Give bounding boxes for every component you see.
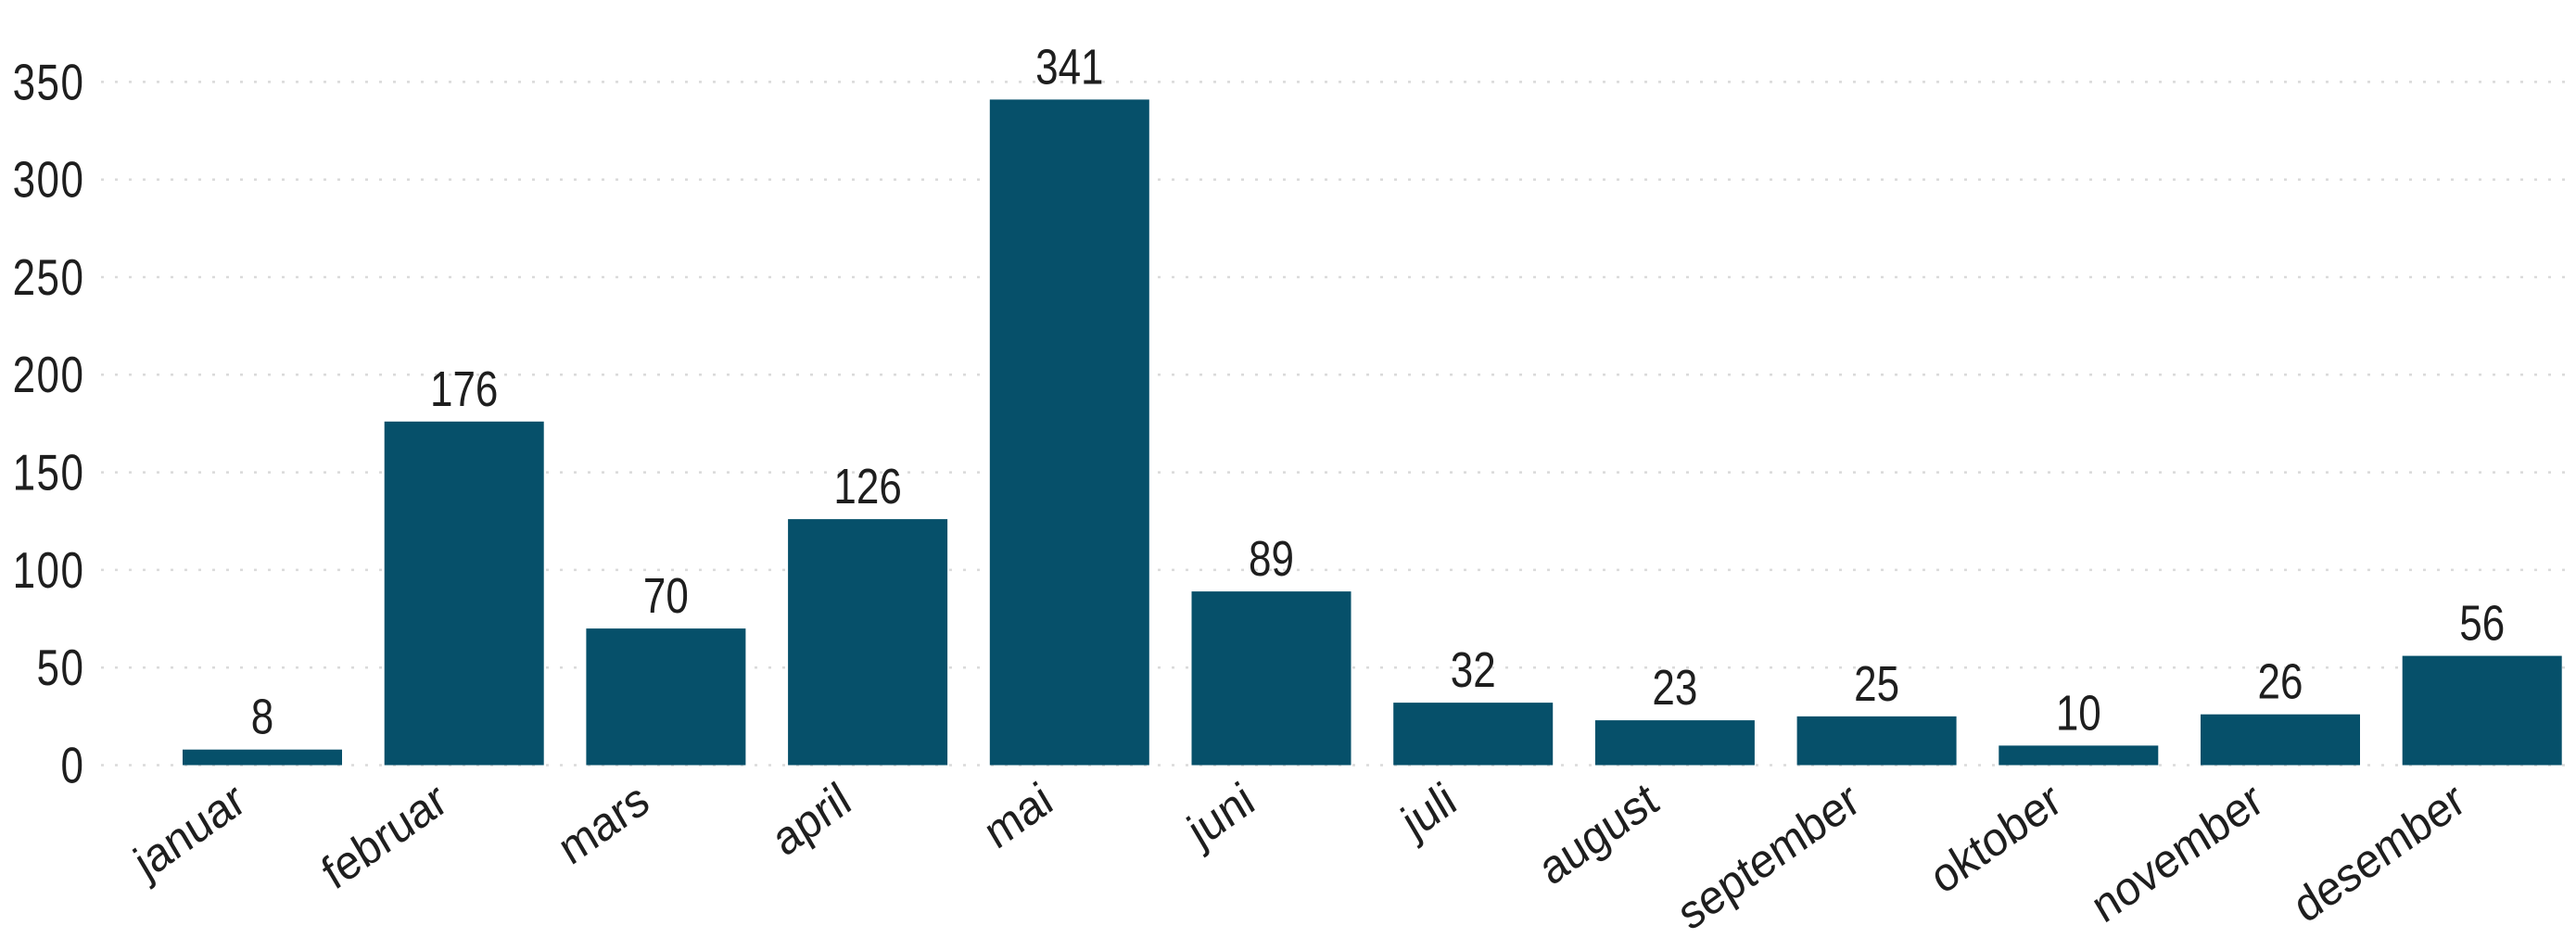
svg-text:10: 10 [2056, 685, 2101, 741]
svg-text:89: 89 [1249, 531, 1294, 587]
svg-text:50: 50 [37, 639, 85, 696]
svg-text:8: 8 [251, 689, 273, 744]
svg-text:23: 23 [1652, 660, 1697, 716]
svg-text:250: 250 [13, 248, 85, 306]
svg-text:150: 150 [13, 444, 85, 501]
svg-text:70: 70 [643, 568, 689, 624]
svg-text:25: 25 [1854, 656, 1899, 712]
svg-text:126: 126 [833, 459, 901, 514]
svg-text:341: 341 [1035, 39, 1103, 95]
svg-text:0: 0 [61, 737, 85, 794]
svg-text:56: 56 [2459, 595, 2505, 651]
svg-text:100: 100 [13, 541, 85, 599]
svg-text:176: 176 [430, 361, 498, 417]
svg-text:350: 350 [13, 54, 85, 111]
svg-text:32: 32 [1451, 642, 1496, 698]
svg-text:300: 300 [13, 151, 85, 209]
svg-text:200: 200 [13, 347, 85, 404]
svg-text:26: 26 [2258, 653, 2303, 709]
